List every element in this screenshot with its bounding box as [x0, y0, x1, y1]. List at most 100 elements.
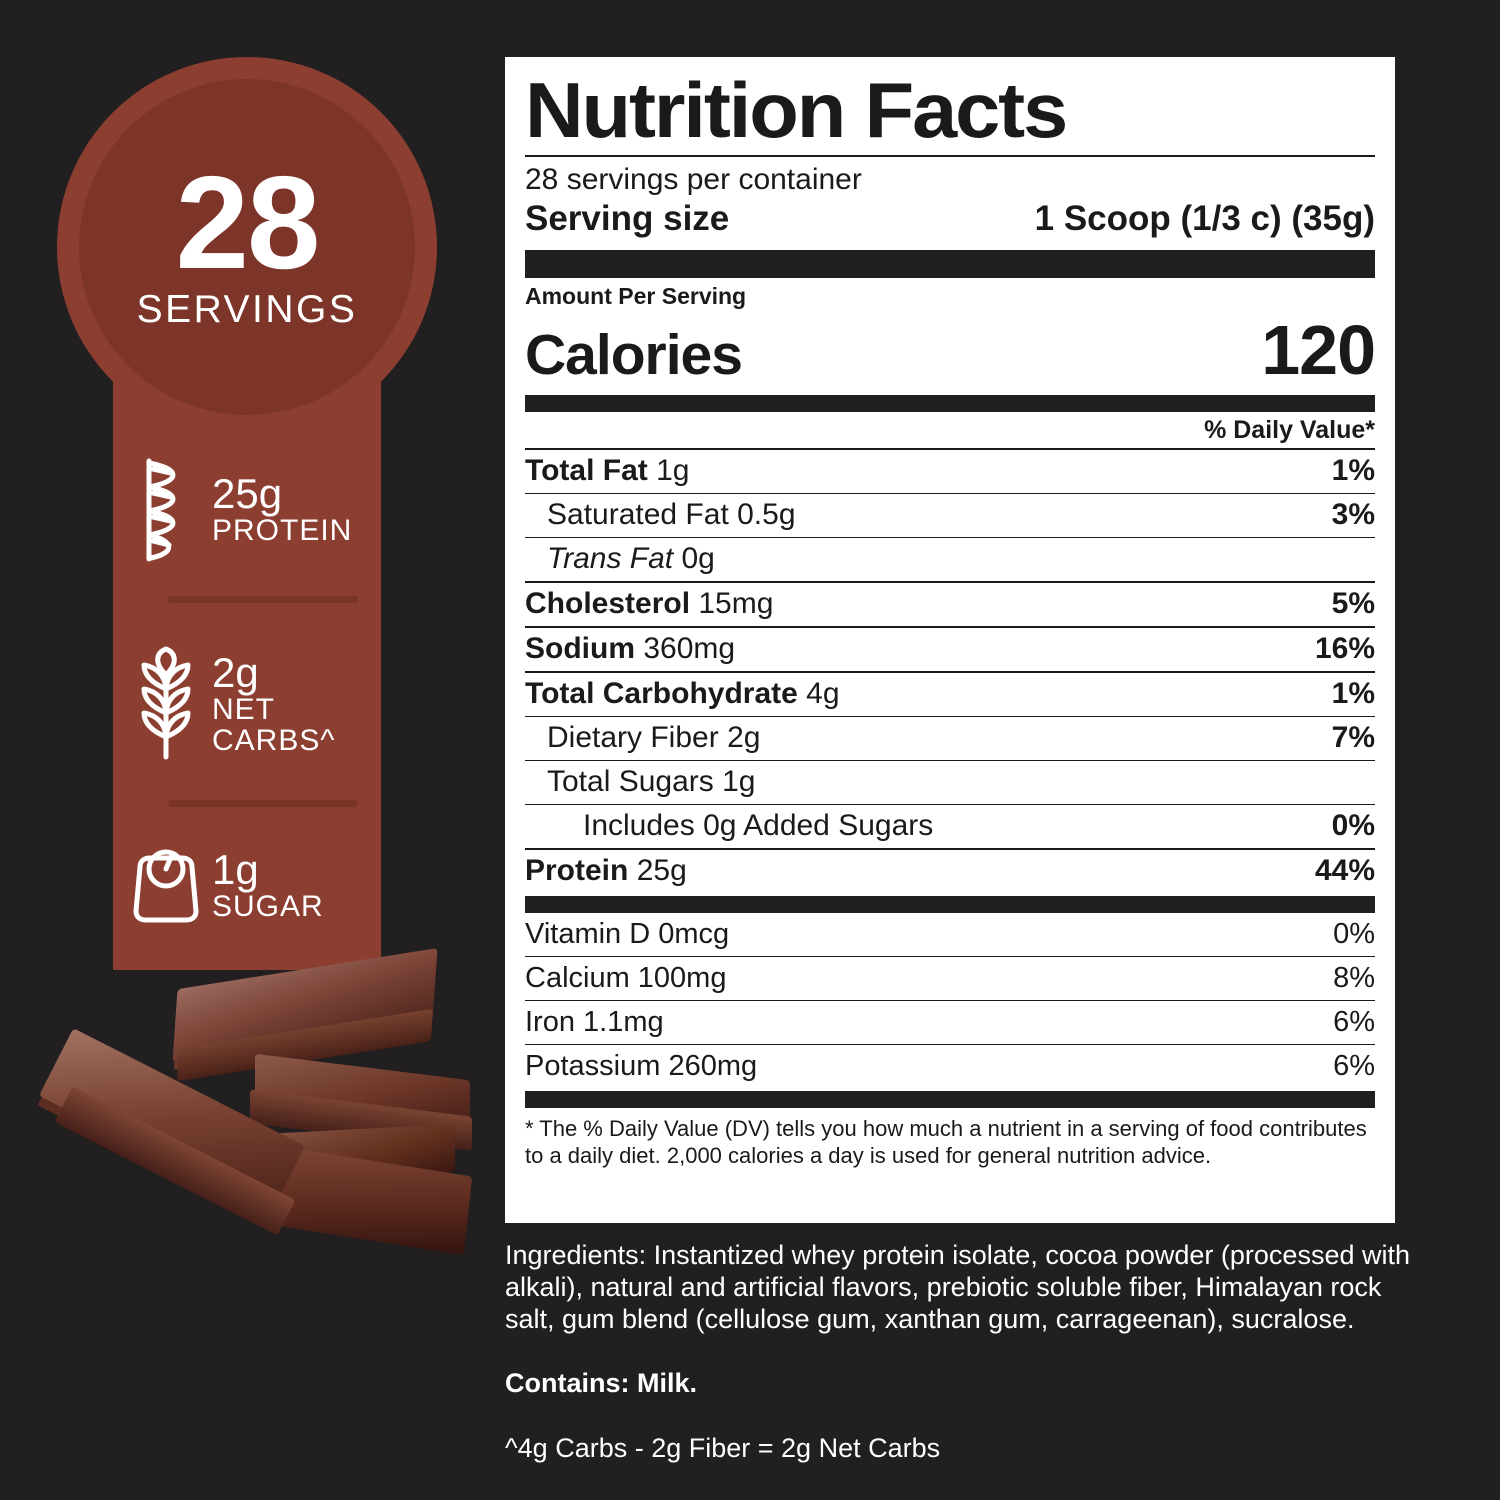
serving-size-row: Serving size 1 Scoop (1/3 c) (35g) — [525, 197, 1375, 245]
highlight-protein: 25g PROTEIN — [130, 455, 370, 565]
table-row: Includes 0g Added Sugars 0% — [525, 803, 1375, 849]
highlight-sugar: 1g SUGAR — [130, 845, 370, 927]
net-carbs-note: ^4g Carbs - 2g Fiber = 2g Net Carbs — [505, 1432, 941, 1463]
table-row: Total Carbohydrate 4g 1% — [525, 670, 1375, 717]
heavy-rule-3 — [525, 895, 1375, 913]
highlight-net-carbs: 2g NET CARBS^ — [130, 645, 370, 763]
nutrient-label: Total Sugars — [547, 764, 714, 798]
nutrient-pct: 16% — [1266, 625, 1375, 672]
nutrient-table: Total Fat 1g 1% Saturated Fat 0.5g 3% Tr… — [525, 447, 1375, 893]
highlight-protein-text: 25g PROTEIN — [212, 470, 353, 548]
nutrient-amount: 0.5g — [737, 497, 796, 531]
nutrient-amount: 25g — [636, 853, 687, 887]
highlight-protein-label: PROTEIN — [212, 514, 353, 548]
wheat-stalk-icon — [130, 645, 202, 763]
table-row: Saturated Fat 0.5g 3% — [525, 492, 1375, 538]
nutrient-amount: 360mg — [643, 631, 736, 665]
nutrition-facts-panel: Nutrition Facts 28 servings per containe… — [505, 57, 1395, 1223]
table-row: Trans Fat 0g — [525, 536, 1375, 582]
calories-label: Calories — [525, 322, 743, 387]
serving-size-label: Serving size — [525, 198, 730, 238]
highlight-sugar-value: 1g — [212, 846, 259, 894]
nutrient-amount: 0g — [681, 541, 715, 575]
table-row: Potassium 260mg 6% — [525, 1043, 1375, 1088]
dna-helix-icon — [130, 455, 202, 565]
table-row: Dietary Fiber 2g 7% — [525, 715, 1375, 761]
nutrient-pct: 3% — [1266, 492, 1375, 538]
daily-value-header: % Daily Value* — [1204, 415, 1375, 444]
ingredients-text: Ingredients: Instantized whey protein is… — [505, 1240, 1411, 1334]
micro-name: Calcium 100mg — [525, 955, 1245, 1001]
nutrient-name: Protein 25g — [525, 847, 1266, 893]
micro-pct: 6% — [1244, 1043, 1375, 1088]
table-row: Total Fat 1g 1% — [525, 447, 1375, 494]
micro-name: Potassium 260mg — [525, 1043, 1245, 1088]
highlight-divider-1 — [168, 596, 358, 603]
nutrient-pct — [1266, 759, 1375, 805]
heavy-rule-4 — [525, 1090, 1375, 1108]
micronutrient-table: Vitamin D 0mcg 0% Calcium 100mg 8% Iron … — [525, 913, 1375, 1088]
nutrient-label: Trans Fat — [547, 541, 674, 575]
nutrient-label: Saturated Fat — [547, 497, 729, 531]
nutrient-amount: 15mg — [698, 586, 774, 620]
micro-pct: 8% — [1244, 955, 1375, 1001]
nutrient-label: Total Carbohydrate — [525, 676, 798, 710]
nutrient-name: Sodium 360mg — [525, 625, 1266, 672]
nutrient-label: Cholesterol — [525, 586, 691, 620]
servings-badge: 28 SERVINGS — [57, 57, 437, 437]
nutrient-pct — [1266, 536, 1375, 582]
daily-value-footnote: * The % Daily Value (DV) tells you how m… — [525, 1115, 1367, 1168]
servings-count: 28 — [175, 149, 321, 297]
nutrient-pct: 1% — [1266, 447, 1375, 494]
highlight-sugar-text: 1g SUGAR — [212, 846, 324, 924]
micro-pct: 0% — [1333, 917, 1375, 950]
weight-scale-icon — [130, 845, 202, 927]
table-row: Calcium 100mg 8% — [525, 955, 1375, 1001]
title-rule — [525, 154, 1375, 157]
calories-value: 120 — [1261, 310, 1376, 389]
micro-name: Vitamin D 0mcg — [525, 917, 730, 950]
heavy-rule-1 — [525, 249, 1375, 278]
table-row: Protein 25g 44% — [525, 847, 1375, 893]
table-row: Iron 1.1mg 6% — [525, 999, 1375, 1045]
nutrition-facts-title: Nutrition Facts — [525, 66, 1068, 154]
nutrient-amount: 2g — [727, 720, 761, 754]
highlight-divider-2 — [168, 800, 358, 807]
table-row: Total Sugars 1g — [525, 759, 1375, 805]
servings-badge-inner: 28 SERVINGS — [79, 79, 415, 415]
nutrient-pct: 1% — [1266, 670, 1375, 717]
nutrient-amount: 1g — [722, 764, 756, 798]
nutrient-name: Total Carbohydrate 4g — [525, 670, 1266, 717]
nutrient-pct: 44% — [1266, 847, 1375, 893]
nutrient-name: Cholesterol 15mg — [525, 580, 1266, 627]
micro-pct: 6% — [1244, 999, 1375, 1045]
highlight-sugar-label: SUGAR — [212, 890, 324, 924]
nutrient-label: Dietary Fiber — [547, 720, 719, 754]
nutrient-pct: 7% — [1266, 715, 1375, 761]
nutrient-name: Total Sugars 1g — [525, 759, 1266, 805]
nutrient-label: Sodium — [525, 631, 635, 665]
nutrient-name: Includes 0g Added Sugars — [525, 803, 1266, 849]
nutrient-label: Includes 0g Added Sugars — [583, 808, 934, 842]
nutrient-label: Protein — [525, 853, 629, 887]
nutrient-name: Total Fat 1g — [525, 447, 1266, 494]
nutrient-pct: 0% — [1266, 803, 1375, 849]
highlight-protein-value: 25g — [212, 470, 283, 518]
product-highlights-sidebar: 28 SERVINGS 25g — [0, 0, 500, 1500]
servings-word: SERVINGS — [136, 287, 358, 331]
nutrient-amount: 1g — [656, 453, 690, 487]
nutrient-pct: 5% — [1266, 580, 1375, 627]
highlight-net-carbs-label: NET CARBS^ — [212, 692, 336, 757]
chocolate-pieces-photo — [20, 948, 490, 1285]
serving-size-value: 1 Scoop (1/3 c) (35g) — [1034, 198, 1375, 238]
calories-row: Calories 120 — [525, 310, 1376, 392]
contains-allergens: Contains: Milk. — [505, 1367, 698, 1398]
nutrient-name: Dietary Fiber 2g — [525, 715, 1266, 761]
table-row: Vitamin D 0mcg 0% — [525, 913, 1375, 957]
nutrient-label: Total Fat — [525, 453, 648, 487]
nutrient-name: Trans Fat 0g — [525, 536, 1266, 582]
ingredients-block: Ingredients: Instantized whey protein is… — [505, 1240, 1410, 1464]
table-row: Sodium 360mg 16% — [525, 625, 1375, 672]
heavy-rule-2 — [525, 394, 1375, 412]
